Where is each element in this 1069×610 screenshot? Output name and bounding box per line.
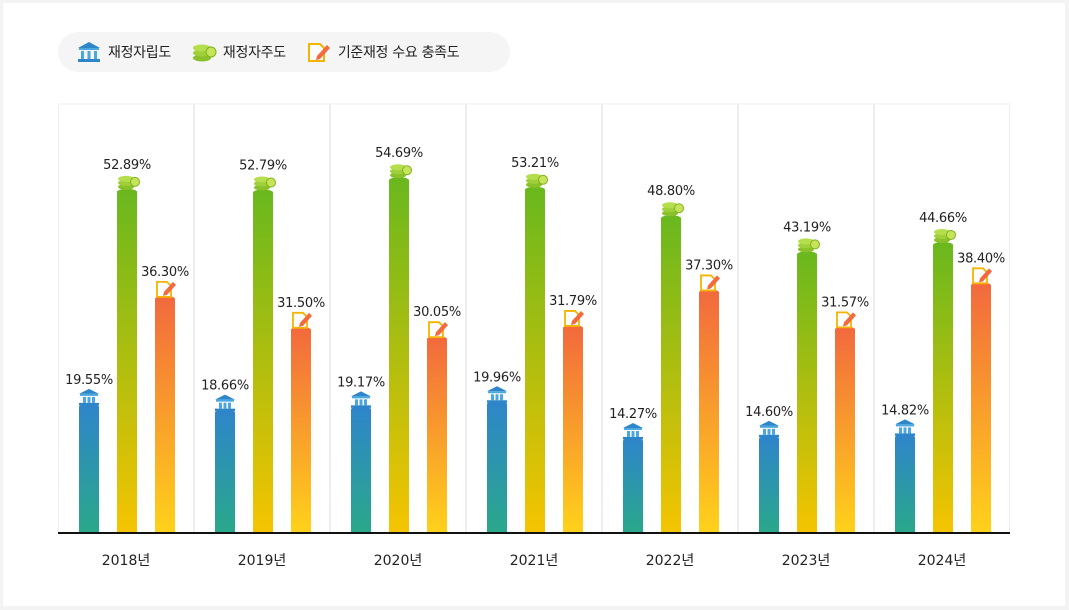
document-pen-icon — [156, 280, 176, 298]
x-tick-label: 2023년 — [782, 553, 831, 569]
bank-icon — [215, 394, 235, 412]
bar-independence — [623, 440, 643, 533]
bar-cap — [253, 189, 273, 196]
value-label-autonomy: 54.69% — [375, 146, 423, 161]
bar-autonomy — [797, 254, 817, 533]
coin-stack-icon — [934, 228, 956, 243]
value-label-autonomy: 44.66% — [919, 211, 967, 226]
coin-stack-icon — [798, 238, 820, 253]
bar-autonomy — [253, 192, 273, 533]
bank-icon — [79, 388, 99, 406]
value-label-fulfillment: 31.79% — [549, 294, 597, 309]
bar-cap — [661, 215, 681, 222]
value-label-independence: 14.27% — [609, 407, 657, 422]
value-label-fulfillment: 30.05% — [413, 305, 461, 320]
x-tick-label: 2018년 — [102, 553, 151, 569]
bar-independence — [487, 404, 507, 533]
bar-cap — [525, 186, 545, 193]
document-pen-icon — [292, 311, 312, 329]
coin-stack-icon — [118, 175, 140, 190]
value-label-independence: 14.60% — [745, 405, 793, 420]
coin-stack-icon — [526, 173, 548, 188]
value-label-fulfillment: 36.30% — [141, 265, 189, 280]
value-label-fulfillment: 37.30% — [685, 258, 733, 273]
value-label-independence: 14.82% — [881, 403, 929, 418]
bar-independence — [79, 406, 99, 533]
x-tick-label: 2024년 — [918, 553, 967, 569]
bar-fulfillment — [427, 339, 447, 533]
value-label-independence: 19.17% — [337, 375, 385, 390]
bar-cap — [117, 188, 137, 195]
coin-stack-icon — [390, 164, 412, 179]
legend-label: 재정자립도 — [108, 45, 171, 61]
legend-label: 재정자주도 — [222, 45, 286, 61]
bar-cap — [797, 251, 817, 258]
value-label-fulfillment: 38.40% — [957, 251, 1005, 266]
coin-stack-icon — [254, 176, 276, 191]
bar-fulfillment — [291, 329, 311, 533]
bar-fulfillment — [835, 329, 855, 533]
bar-fulfillment — [971, 285, 991, 533]
bar-independence — [215, 412, 235, 533]
value-label-independence: 19.55% — [65, 373, 113, 388]
document-pen-icon — [836, 311, 856, 329]
bank-icon — [623, 422, 643, 440]
bar-cap — [389, 177, 409, 184]
bar-autonomy — [117, 191, 137, 533]
legend-item-autonomy: 재정자주도 — [191, 41, 286, 63]
bar-cap — [933, 241, 953, 248]
document-pen-icon — [564, 310, 584, 327]
legend-item-fulfillment: 기준재정 수요 충족도 — [306, 41, 460, 63]
bar-fulfillment — [155, 298, 175, 533]
bank-icon — [351, 391, 371, 408]
legend-label: 기준재정 수요 충족도 — [337, 45, 460, 61]
coin-stack-icon — [662, 202, 684, 217]
document-pen-icon — [307, 43, 330, 62]
bar-independence — [351, 409, 371, 533]
bank-icon — [895, 419, 915, 436]
bank-icon — [759, 420, 779, 438]
x-tick-label: 2022년 — [646, 553, 695, 569]
legend-item-independence: 재정자립도 — [76, 41, 171, 63]
bar-autonomy — [933, 244, 953, 533]
value-label-fulfillment: 31.57% — [821, 295, 869, 310]
value-label-autonomy: 52.89% — [103, 158, 151, 173]
bar-fulfillment — [563, 327, 583, 533]
bar-independence — [895, 437, 915, 533]
bank-icon — [78, 42, 100, 62]
bar-independence — [759, 438, 779, 533]
document-pen-icon — [428, 321, 448, 339]
x-tick-label: 2020년 — [374, 553, 423, 569]
bank-icon — [487, 386, 507, 403]
value-label-autonomy: 52.79% — [239, 159, 287, 174]
x-tick-label: 2021년 — [510, 553, 559, 569]
legend: 재정자립도 재정자주도 기준재정 수요 충족도 — [58, 32, 510, 72]
bar-autonomy — [525, 189, 545, 533]
bar-fulfillment — [699, 292, 719, 533]
value-label-independence: 19.96% — [473, 370, 521, 385]
value-label-autonomy: 43.19% — [783, 220, 831, 235]
bar-autonomy — [661, 218, 681, 534]
value-label-autonomy: 48.80% — [647, 184, 695, 199]
value-label-fulfillment: 31.50% — [277, 296, 325, 311]
x-tick-label: 2019년 — [238, 553, 287, 569]
bar-autonomy — [389, 180, 409, 533]
document-pen-icon — [700, 274, 720, 292]
value-label-independence: 18.66% — [201, 379, 249, 394]
value-label-autonomy: 53.21% — [511, 156, 559, 171]
coin-stack-icon — [192, 44, 217, 62]
document-pen-icon — [972, 267, 992, 285]
